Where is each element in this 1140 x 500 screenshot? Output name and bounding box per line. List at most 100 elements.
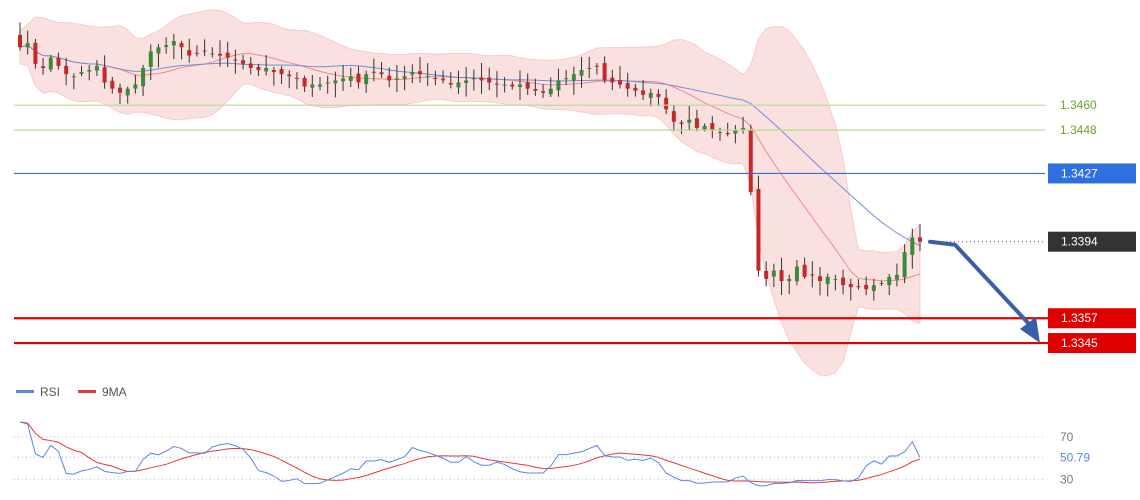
candle-body xyxy=(387,75,392,81)
candle-body xyxy=(764,270,769,279)
candle-body xyxy=(718,132,722,134)
candle-body xyxy=(41,66,46,68)
candle-body xyxy=(418,71,422,75)
legend-swatch xyxy=(78,390,96,393)
candle-body xyxy=(864,284,869,290)
candle-body xyxy=(741,127,746,131)
current-price-tag xyxy=(1048,231,1136,252)
candle-body xyxy=(541,91,546,93)
candle-body xyxy=(64,65,69,75)
candle-body xyxy=(841,277,846,286)
rsi-level-label: 70 xyxy=(1060,430,1074,444)
candle-body xyxy=(564,78,569,80)
candle-body xyxy=(433,77,438,79)
candle-body xyxy=(356,73,361,83)
candle-body xyxy=(279,69,284,75)
candle-body xyxy=(902,252,907,278)
candle-body xyxy=(87,70,92,72)
moving-average-slow xyxy=(19,44,921,247)
candle-body xyxy=(879,283,884,285)
candle-body xyxy=(610,77,615,83)
support-label: 1.3345 xyxy=(1061,336,1098,350)
candle-body xyxy=(410,72,415,75)
candle-body xyxy=(348,76,353,81)
pivot-tag xyxy=(1048,163,1136,184)
candle-body xyxy=(787,278,792,282)
candle-body xyxy=(448,82,453,85)
candle-body xyxy=(618,80,622,85)
candle-body xyxy=(233,59,238,61)
candle-body xyxy=(364,74,369,85)
candle-body xyxy=(102,67,107,83)
forecast-arrow-head xyxy=(1020,317,1040,344)
candle-body xyxy=(271,70,276,73)
candle-body xyxy=(687,119,692,123)
candle-body xyxy=(48,57,53,70)
candle-body xyxy=(294,77,299,79)
forecast-arrow-shaft xyxy=(928,239,1032,328)
candle-body xyxy=(164,45,169,47)
bollinger-band xyxy=(19,9,921,377)
candle-body xyxy=(602,63,607,81)
candle-body xyxy=(771,270,776,277)
current-price-label: 1.3394 xyxy=(1061,235,1098,249)
candle-body xyxy=(456,82,461,88)
legend-label: RSI xyxy=(40,385,60,399)
candle-body xyxy=(218,53,222,56)
candle-body xyxy=(748,130,753,193)
candle-body xyxy=(548,88,553,95)
rsi-line xyxy=(19,421,921,487)
candle-body xyxy=(248,63,253,68)
candle-body xyxy=(302,78,307,87)
legend-label: 9MA xyxy=(102,385,127,399)
candle-body xyxy=(187,50,192,56)
candle-body xyxy=(818,276,822,281)
bollinger-band-group xyxy=(19,9,921,377)
candle-body xyxy=(633,87,638,91)
candle-body xyxy=(710,123,715,131)
candle-body xyxy=(694,118,699,128)
candle-body xyxy=(425,76,430,78)
candle-body xyxy=(702,125,707,130)
candle-body xyxy=(641,90,646,95)
candle-body xyxy=(471,78,476,80)
candle-body xyxy=(379,72,384,75)
support-label: 1.3357 xyxy=(1061,311,1098,325)
candle-body xyxy=(594,65,599,67)
candle-body xyxy=(210,53,215,55)
candle-body xyxy=(402,76,407,79)
candle-body xyxy=(756,189,761,271)
resistance-label: 1.3448 xyxy=(1060,123,1097,137)
rsi-legend: RSI 9MA xyxy=(16,385,127,399)
candle-body xyxy=(464,80,469,83)
legend-swatch xyxy=(16,390,34,393)
candle-body xyxy=(18,34,22,48)
candle-body xyxy=(656,93,661,97)
candle-body xyxy=(202,50,207,52)
candle-body xyxy=(333,80,338,84)
levels-group: 1.3460 1.3448 1.3427 1.3394 1.3357 1.3345 xyxy=(14,98,1136,354)
candle-body xyxy=(487,77,492,83)
candle-body xyxy=(510,84,515,87)
candle-body xyxy=(556,80,561,91)
candle-body xyxy=(441,78,446,81)
candle-body xyxy=(194,52,199,54)
candle-body xyxy=(579,70,584,76)
candle-body xyxy=(794,266,799,282)
candle-body xyxy=(318,84,322,87)
candle-body xyxy=(79,72,84,74)
candle-body xyxy=(825,276,830,284)
candle-body xyxy=(679,122,684,124)
candle-body xyxy=(241,60,246,64)
candle-body xyxy=(502,84,507,86)
candle-body xyxy=(571,74,576,81)
candle-body xyxy=(733,130,738,134)
candle-body xyxy=(71,76,76,78)
candle-body xyxy=(341,78,346,82)
candle-body xyxy=(871,285,876,291)
rsi-level-label: 50.79 xyxy=(1060,450,1090,464)
candles-group xyxy=(18,22,922,301)
candle-body xyxy=(125,88,130,96)
support-tag xyxy=(1048,333,1136,354)
